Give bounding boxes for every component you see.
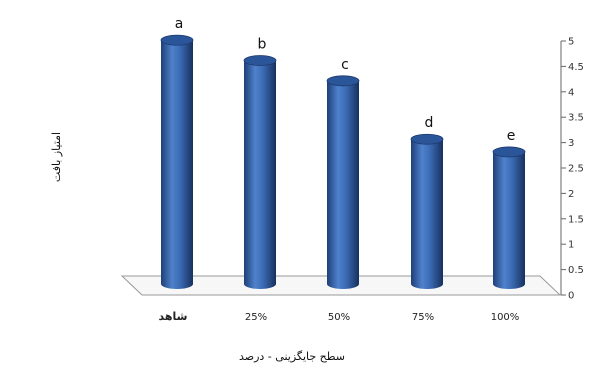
data-label: a <box>175 16 184 32</box>
y-tick-label: 5 <box>568 37 574 48</box>
y-tick-label: 1.5 <box>568 214 584 225</box>
bar-2 <box>243 55 277 290</box>
y-tick-label: 3 <box>568 138 574 149</box>
y-tick-label: 0 <box>568 291 574 302</box>
bar-1 <box>160 34 194 289</box>
bar-5 <box>492 146 526 289</box>
x-tick-label: 50% <box>328 312 350 323</box>
bar-3 <box>326 75 360 289</box>
y-tick-label: 1 <box>568 240 574 251</box>
bar-cap <box>410 133 444 145</box>
y-tick-label: 4.5 <box>568 62 584 73</box>
y-tick-label: 3.5 <box>568 113 584 124</box>
data-labels-group: a b c d e <box>175 16 516 144</box>
bar-body <box>411 139 443 289</box>
x-tick-label: 25% <box>245 312 267 323</box>
data-label: c <box>341 57 349 73</box>
y-ticks-group: 0 0.5 1 1.5 2 2.5 3 3.5 4 4.5 5 <box>561 37 584 302</box>
bar-cap <box>492 146 526 158</box>
bar-body <box>327 80 359 289</box>
bar-body <box>244 60 276 290</box>
y-tick-label: 2 <box>568 189 574 200</box>
x-tick-label: شاهد <box>159 310 188 323</box>
y-axis-title: امتیاز بافت <box>50 132 63 182</box>
x-axis-title: سطح جایگزینی - درصد <box>239 350 345 363</box>
bar-cap <box>326 75 360 87</box>
data-label: e <box>507 128 516 144</box>
y-tick-label: 4 <box>568 87 574 98</box>
data-label: b <box>258 36 267 52</box>
bar-body <box>161 40 193 289</box>
bar-cap <box>243 55 277 66</box>
bars-group <box>160 34 526 290</box>
x-categories-group: شاهد 25% 50% 75% 100% <box>159 310 520 323</box>
bar-4 <box>410 133 444 289</box>
bar-cap <box>160 34 194 46</box>
y-tick-label: 2.5 <box>568 164 584 175</box>
data-label: d <box>425 115 434 131</box>
bar-body <box>493 151 525 289</box>
y-tick-label: 0.5 <box>568 265 584 276</box>
x-tick-label: 100% <box>491 312 520 323</box>
x-tick-label: 75% <box>412 312 434 323</box>
